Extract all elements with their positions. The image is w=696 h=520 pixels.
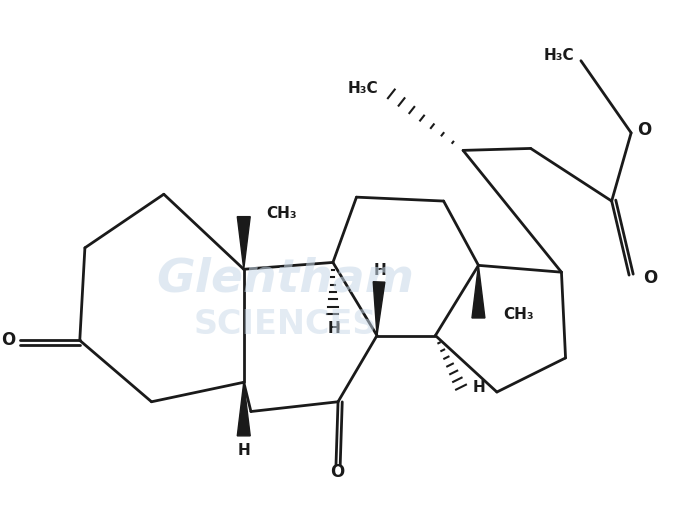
Polygon shape	[237, 382, 251, 436]
Text: H: H	[328, 321, 340, 336]
Text: CH₃: CH₃	[503, 307, 534, 322]
Text: H₃C: H₃C	[544, 48, 574, 63]
Polygon shape	[472, 265, 485, 318]
Polygon shape	[373, 282, 385, 335]
Text: H: H	[237, 443, 250, 458]
Text: O: O	[330, 463, 345, 480]
Text: O: O	[638, 121, 652, 139]
Text: H: H	[374, 263, 387, 278]
Text: Glentham: Glentham	[157, 257, 414, 302]
Text: SCIENCES: SCIENCES	[193, 308, 377, 341]
Text: H: H	[473, 380, 485, 395]
Text: O: O	[1, 331, 16, 349]
Text: O: O	[643, 269, 658, 288]
Text: H₃C: H₃C	[348, 81, 379, 96]
Text: CH₃: CH₃	[267, 206, 297, 221]
Polygon shape	[237, 217, 251, 269]
